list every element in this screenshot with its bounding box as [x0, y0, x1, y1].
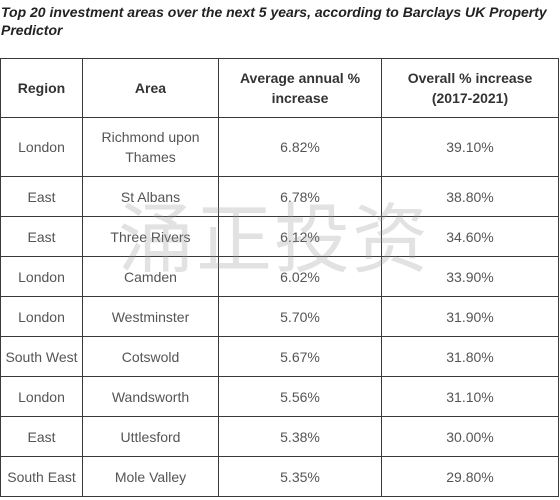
cell-area: St Albans [82, 176, 219, 217]
header-region: Region [0, 58, 83, 118]
cell-average-increase: 5.56% [218, 376, 382, 417]
table-row: London Westminster 5.70% 31.90% [0, 296, 559, 337]
table-row: East Uttlesford 5.38% 30.00% [0, 416, 559, 457]
cell-average-increase: 5.67% [218, 336, 382, 377]
cell-area: Cotswold [82, 336, 219, 377]
cell-area: Uttlesford [82, 416, 219, 457]
cell-area: Three Rivers [82, 216, 219, 257]
table-row: East Three Rivers 6.12% 34.60% [0, 216, 559, 257]
cell-overall-increase: 31.90% [381, 296, 559, 337]
cell-region: East [0, 176, 83, 217]
cell-area: Mole Valley [82, 456, 219, 497]
cell-overall-increase: 31.80% [381, 336, 559, 377]
cell-area: Westminster [82, 296, 219, 337]
cell-area: Richmond upon Thames [82, 117, 219, 177]
header-average-annual-increase: Average annual % increase [218, 58, 382, 118]
header-row: Region Area Average annual % increase Ov… [0, 58, 559, 118]
cell-average-increase: 6.12% [218, 216, 382, 257]
cell-overall-increase: 30.00% [381, 416, 559, 457]
table-row: East St Albans 6.78% 38.80% [0, 176, 559, 217]
header-overall-increase: Overall % increase (2017-2021) [381, 58, 559, 118]
cell-region: London [0, 256, 83, 297]
cell-average-increase: 6.82% [218, 117, 382, 177]
cell-region: East [0, 216, 83, 257]
cell-average-increase: 5.38% [218, 416, 382, 457]
header-area: Area [82, 58, 219, 118]
cell-region: London [0, 296, 83, 337]
table-row: South West Cotswold 5.67% 31.80% [0, 336, 559, 377]
cell-average-increase: 6.78% [218, 176, 382, 217]
cell-overall-increase: 33.90% [381, 256, 559, 297]
table-caption: Top 20 investment areas over the next 5 … [1, 4, 547, 38]
cell-average-increase: 5.70% [218, 296, 382, 337]
table-row: London Wandsworth 5.56% 31.10% [0, 376, 559, 417]
table-row: London Richmond upon Thames 6.82% 39.10% [0, 117, 559, 177]
cell-region: London [0, 117, 83, 177]
cell-overall-increase: 29.80% [381, 456, 559, 497]
cell-average-increase: 6.02% [218, 256, 382, 297]
cell-region: London [0, 376, 83, 417]
cell-region: East [0, 416, 83, 457]
cell-overall-increase: 39.10% [381, 117, 559, 177]
cell-overall-increase: 31.10% [381, 376, 559, 417]
investment-areas-table: Region Area Average annual % increase Ov… [0, 58, 559, 497]
cell-region: South East [0, 456, 83, 497]
cell-overall-increase: 38.80% [381, 176, 559, 217]
cell-area: Wandsworth [82, 376, 219, 417]
table-row: South East Mole Valley 5.35% 29.80% [0, 456, 559, 497]
table-row: London Camden 6.02% 33.90% [0, 256, 559, 297]
cell-region: South West [0, 336, 83, 377]
cell-overall-increase: 34.60% [381, 216, 559, 257]
cell-area: Camden [82, 256, 219, 297]
cell-average-increase: 5.35% [218, 456, 382, 497]
